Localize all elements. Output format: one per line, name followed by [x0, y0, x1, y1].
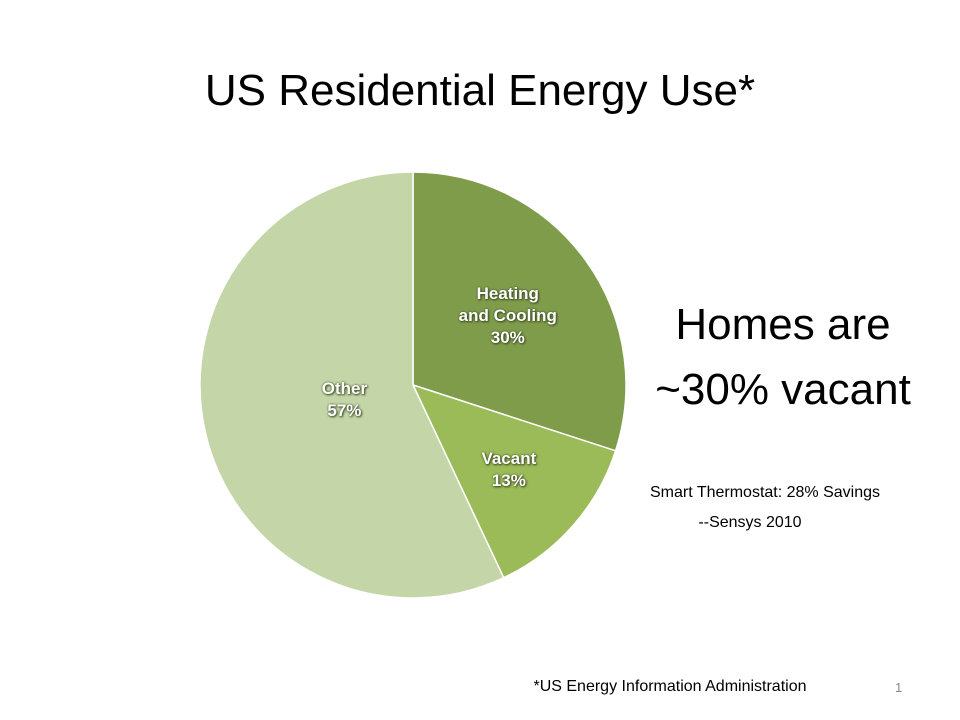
value-label: 30%: [490, 328, 525, 348]
value-label: 13%: [491, 470, 526, 490]
pie-slice: [199, 171, 505, 599]
annotation: Homes are ~30% vacant: [655, 300, 911, 414]
category-label: Heating and Cooling: [458, 284, 557, 326]
note-source: --Sensys 2010: [698, 514, 802, 531]
pie-slice: [412, 171, 627, 452]
pie-slice: [411, 383, 617, 579]
chart-title: US Residential Energy Use*: [204, 66, 756, 115]
footnote: *US Energy Information Administration: [533, 678, 807, 695]
note: Smart Thermostat: 28% Savings: [649, 484, 881, 501]
value-label: 57%: [327, 401, 362, 421]
slice-label: Vacant 13%: [481, 448, 536, 492]
category-label: Vacant: [481, 448, 537, 468]
page-number: 1: [895, 680, 903, 695]
category-label: Other: [321, 379, 368, 399]
slice-label: Other 57%: [322, 378, 367, 422]
slice-label: Heating and Cooling 30%: [459, 283, 557, 349]
